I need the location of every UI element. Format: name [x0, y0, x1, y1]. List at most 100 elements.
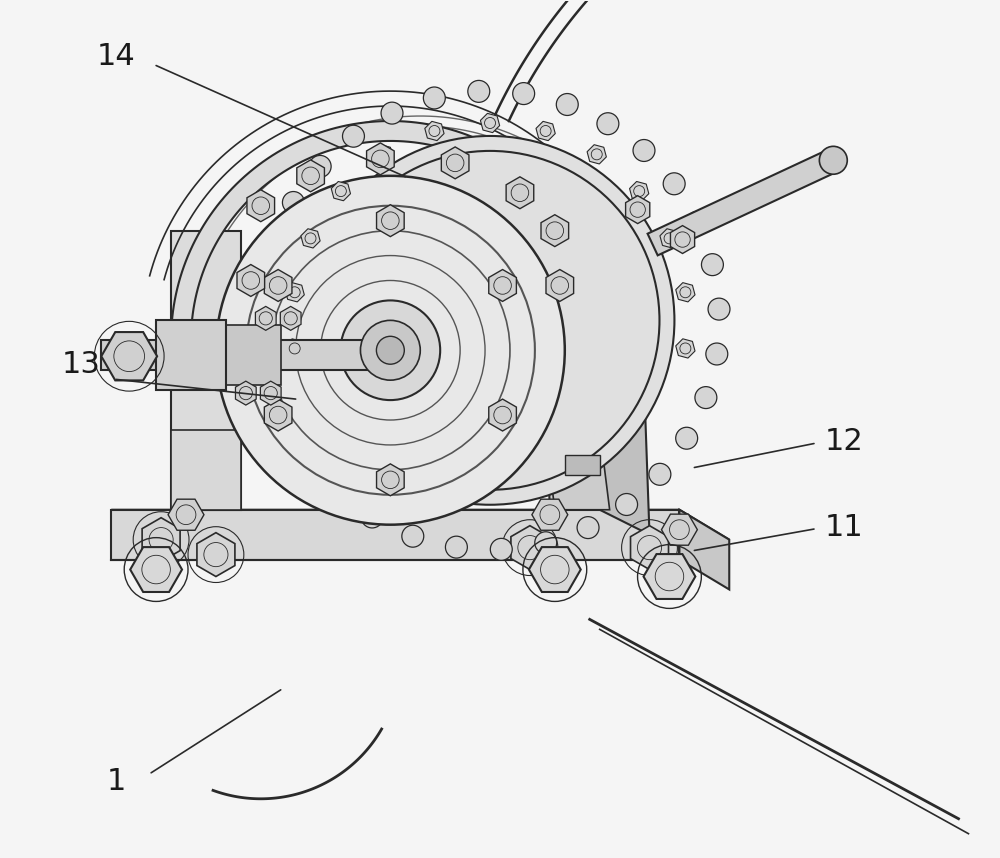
Circle shape	[216, 176, 565, 525]
Polygon shape	[630, 182, 649, 201]
Polygon shape	[506, 177, 534, 208]
Circle shape	[663, 172, 685, 195]
Circle shape	[402, 525, 424, 547]
Polygon shape	[264, 399, 292, 431]
Polygon shape	[237, 264, 265, 296]
Polygon shape	[377, 464, 404, 496]
Polygon shape	[529, 547, 581, 592]
Polygon shape	[587, 145, 606, 164]
Circle shape	[361, 506, 383, 528]
Polygon shape	[540, 231, 600, 510]
Polygon shape	[489, 269, 516, 301]
Circle shape	[272, 408, 294, 429]
Polygon shape	[480, 113, 500, 133]
Text: 13: 13	[62, 350, 101, 379]
Polygon shape	[247, 190, 275, 221]
Polygon shape	[297, 160, 324, 192]
Text: 11: 11	[825, 513, 863, 542]
Polygon shape	[661, 514, 697, 545]
Polygon shape	[171, 121, 610, 341]
Circle shape	[250, 321, 272, 342]
Circle shape	[708, 298, 730, 320]
Polygon shape	[532, 499, 568, 530]
Polygon shape	[374, 145, 393, 164]
Polygon shape	[235, 381, 256, 405]
Circle shape	[341, 300, 440, 400]
Circle shape	[309, 155, 331, 178]
Circle shape	[649, 463, 671, 486]
Polygon shape	[285, 282, 304, 302]
Polygon shape	[511, 526, 549, 570]
Polygon shape	[367, 143, 394, 175]
Polygon shape	[111, 510, 729, 540]
Polygon shape	[171, 430, 241, 510]
Circle shape	[381, 102, 403, 124]
Polygon shape	[676, 339, 695, 358]
Polygon shape	[111, 510, 679, 559]
Circle shape	[306, 136, 674, 505]
Polygon shape	[260, 381, 281, 405]
Polygon shape	[377, 205, 404, 237]
Polygon shape	[441, 147, 469, 178]
Polygon shape	[644, 554, 695, 599]
Circle shape	[295, 446, 317, 468]
Polygon shape	[171, 231, 241, 510]
Polygon shape	[280, 306, 301, 330]
Polygon shape	[545, 430, 610, 510]
Polygon shape	[285, 339, 304, 358]
Circle shape	[263, 233, 285, 254]
Circle shape	[556, 94, 578, 116]
Polygon shape	[631, 526, 669, 570]
Circle shape	[577, 517, 599, 539]
Polygon shape	[536, 121, 555, 141]
Circle shape	[490, 538, 512, 560]
Circle shape	[282, 191, 304, 214]
Polygon shape	[565, 455, 600, 474]
Polygon shape	[489, 399, 516, 431]
Circle shape	[360, 320, 420, 380]
Circle shape	[257, 366, 279, 387]
Circle shape	[325, 480, 347, 501]
Polygon shape	[130, 547, 182, 592]
Circle shape	[597, 112, 619, 135]
Polygon shape	[255, 306, 276, 330]
Polygon shape	[590, 231, 650, 535]
Circle shape	[513, 82, 535, 105]
Bar	[156, 320, 226, 390]
Bar	[221, 325, 281, 385]
Polygon shape	[676, 282, 695, 302]
Circle shape	[535, 532, 557, 553]
Polygon shape	[546, 269, 574, 301]
Text: 1: 1	[107, 767, 126, 796]
Circle shape	[252, 275, 274, 298]
Polygon shape	[142, 517, 180, 562]
Circle shape	[676, 427, 698, 450]
Polygon shape	[648, 149, 838, 256]
Polygon shape	[101, 332, 157, 380]
Polygon shape	[670, 226, 695, 253]
Circle shape	[701, 254, 723, 275]
Circle shape	[686, 211, 708, 233]
Text: 14: 14	[97, 43, 136, 71]
Circle shape	[819, 147, 847, 174]
Circle shape	[468, 81, 490, 102]
Circle shape	[445, 536, 467, 558]
Polygon shape	[301, 229, 320, 248]
Circle shape	[706, 343, 728, 365]
Circle shape	[695, 387, 717, 408]
Circle shape	[343, 125, 364, 148]
Circle shape	[376, 336, 404, 364]
Polygon shape	[425, 121, 444, 141]
Polygon shape	[264, 269, 292, 301]
Polygon shape	[168, 499, 204, 530]
Polygon shape	[660, 229, 679, 248]
Polygon shape	[679, 510, 729, 589]
Polygon shape	[331, 182, 351, 201]
Polygon shape	[541, 214, 569, 246]
Polygon shape	[197, 533, 235, 577]
Circle shape	[423, 87, 445, 109]
Circle shape	[633, 140, 655, 161]
Polygon shape	[101, 341, 380, 370]
Text: 12: 12	[825, 427, 863, 456]
Polygon shape	[626, 196, 650, 224]
